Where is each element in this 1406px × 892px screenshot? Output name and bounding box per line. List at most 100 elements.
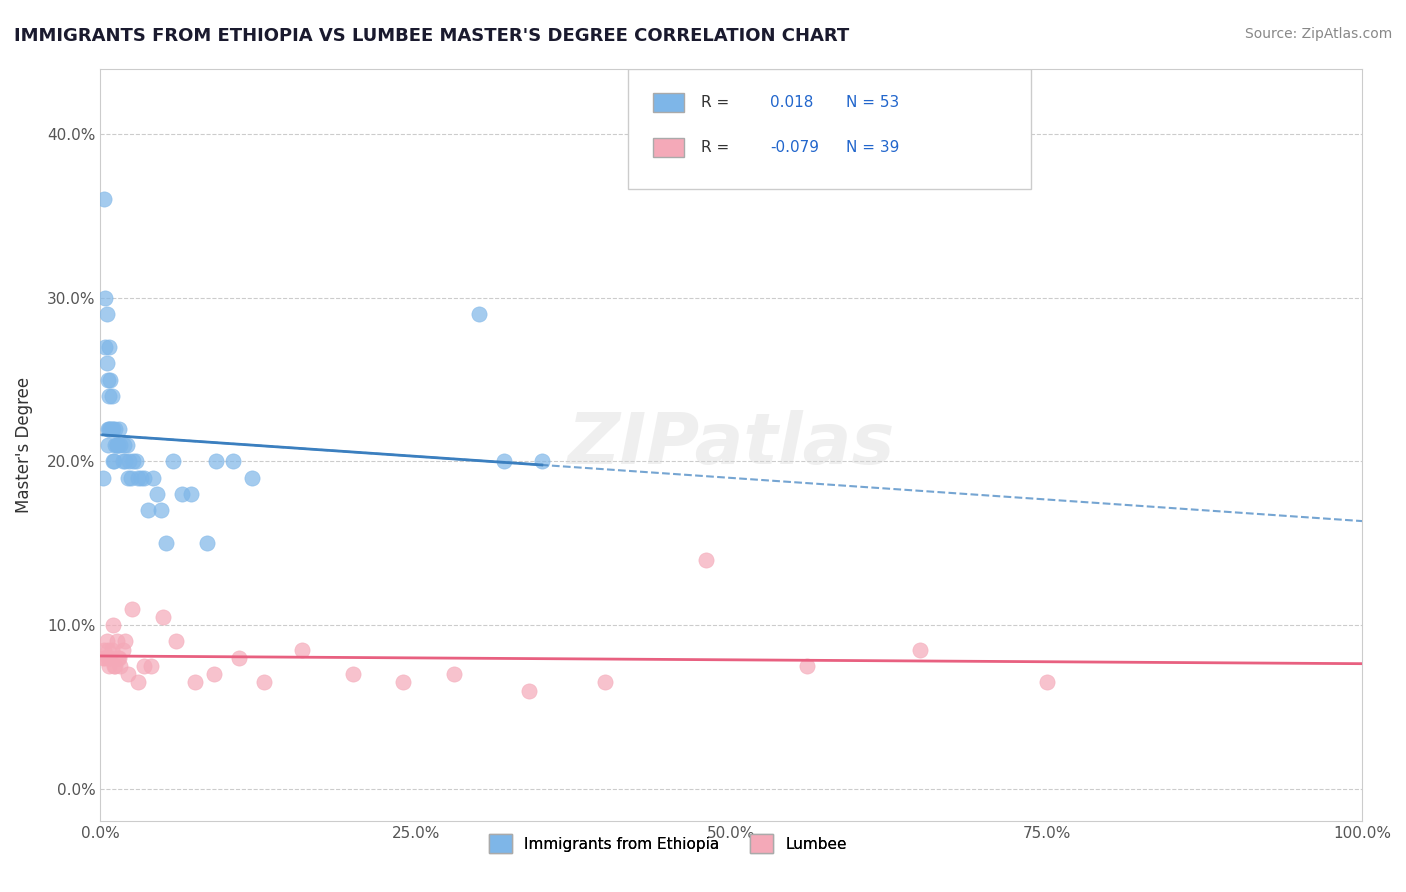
Point xyxy=(118,454,141,468)
Point xyxy=(1035,675,1057,690)
Point xyxy=(253,675,276,690)
Legend: Immigrants from Ethiopia, Lumbee: Immigrants from Ethiopia, Lumbee xyxy=(484,828,853,859)
Point xyxy=(205,454,228,468)
Point xyxy=(468,307,491,321)
Point xyxy=(517,683,540,698)
Point xyxy=(98,659,121,673)
Point xyxy=(107,438,129,452)
Point xyxy=(142,471,165,485)
Point xyxy=(96,307,118,321)
Text: ZIPatlas: ZIPatlas xyxy=(568,410,894,480)
Point xyxy=(98,389,121,403)
Text: N = 39: N = 39 xyxy=(846,140,900,155)
Point xyxy=(117,667,139,681)
Point xyxy=(110,659,132,673)
Point xyxy=(100,642,122,657)
Point xyxy=(96,356,118,370)
Point xyxy=(240,471,263,485)
Point xyxy=(98,422,121,436)
Point xyxy=(202,667,225,681)
Point xyxy=(98,650,121,665)
Point xyxy=(530,454,553,468)
Point xyxy=(127,471,149,485)
Point xyxy=(97,438,120,452)
Point xyxy=(114,634,136,648)
Point xyxy=(228,650,250,665)
Y-axis label: Master's Degree: Master's Degree xyxy=(15,377,32,513)
Point xyxy=(139,659,162,673)
Point xyxy=(100,422,122,436)
Point xyxy=(197,536,219,550)
Point xyxy=(134,471,156,485)
Point xyxy=(695,552,717,566)
Point xyxy=(103,659,125,673)
Point xyxy=(96,634,118,648)
Point xyxy=(104,438,127,452)
Text: -0.079: -0.079 xyxy=(770,140,820,155)
Point xyxy=(112,438,135,452)
Point xyxy=(291,642,314,657)
Point xyxy=(98,372,121,386)
Point xyxy=(129,471,152,485)
Point xyxy=(98,422,121,436)
Point xyxy=(593,675,616,690)
Point xyxy=(146,487,169,501)
Point xyxy=(97,372,120,386)
Point xyxy=(122,454,145,468)
Point xyxy=(104,422,127,436)
Point xyxy=(93,193,115,207)
FancyBboxPatch shape xyxy=(652,138,685,157)
Point xyxy=(443,667,465,681)
Point xyxy=(105,438,128,452)
Point xyxy=(111,454,134,468)
Point xyxy=(105,438,128,452)
Point xyxy=(98,340,121,354)
Point xyxy=(342,667,364,681)
Point xyxy=(91,650,114,665)
Text: Source: ZipAtlas.com: Source: ZipAtlas.com xyxy=(1244,27,1392,41)
Point xyxy=(796,659,818,673)
Text: 0.018: 0.018 xyxy=(770,95,814,110)
Point xyxy=(101,618,124,632)
Point xyxy=(222,454,245,468)
Point xyxy=(136,503,159,517)
Point xyxy=(97,642,120,657)
Text: R =: R = xyxy=(700,95,730,110)
Point xyxy=(172,487,194,501)
Point xyxy=(91,471,114,485)
Point xyxy=(127,675,149,690)
Point xyxy=(108,422,131,436)
FancyBboxPatch shape xyxy=(652,93,685,112)
Point xyxy=(180,487,202,501)
Point xyxy=(105,634,128,648)
Point xyxy=(94,650,117,665)
Point xyxy=(149,503,172,517)
Point xyxy=(108,650,131,665)
Text: IMMIGRANTS FROM ETHIOPIA VS LUMBEE MASTER'S DEGREE CORRELATION CHART: IMMIGRANTS FROM ETHIOPIA VS LUMBEE MASTE… xyxy=(14,27,849,45)
Point xyxy=(101,454,124,468)
Point xyxy=(97,650,120,665)
Point xyxy=(97,422,120,436)
Point xyxy=(117,471,139,485)
Point xyxy=(184,675,207,690)
Text: R =: R = xyxy=(700,140,730,155)
FancyBboxPatch shape xyxy=(627,69,1032,189)
Point xyxy=(120,471,142,485)
Point xyxy=(162,454,184,468)
Point xyxy=(114,454,136,468)
Point xyxy=(152,610,174,624)
Point xyxy=(101,422,124,436)
Text: N = 53: N = 53 xyxy=(846,95,900,110)
Point xyxy=(94,291,117,305)
Point xyxy=(103,454,125,468)
Point xyxy=(100,389,122,403)
Point xyxy=(111,642,134,657)
Point xyxy=(124,454,146,468)
Point xyxy=(492,454,515,468)
Point xyxy=(165,634,187,648)
Point xyxy=(392,675,415,690)
Point xyxy=(110,438,132,452)
Point xyxy=(121,601,143,615)
Point xyxy=(115,438,138,452)
Point xyxy=(155,536,177,550)
